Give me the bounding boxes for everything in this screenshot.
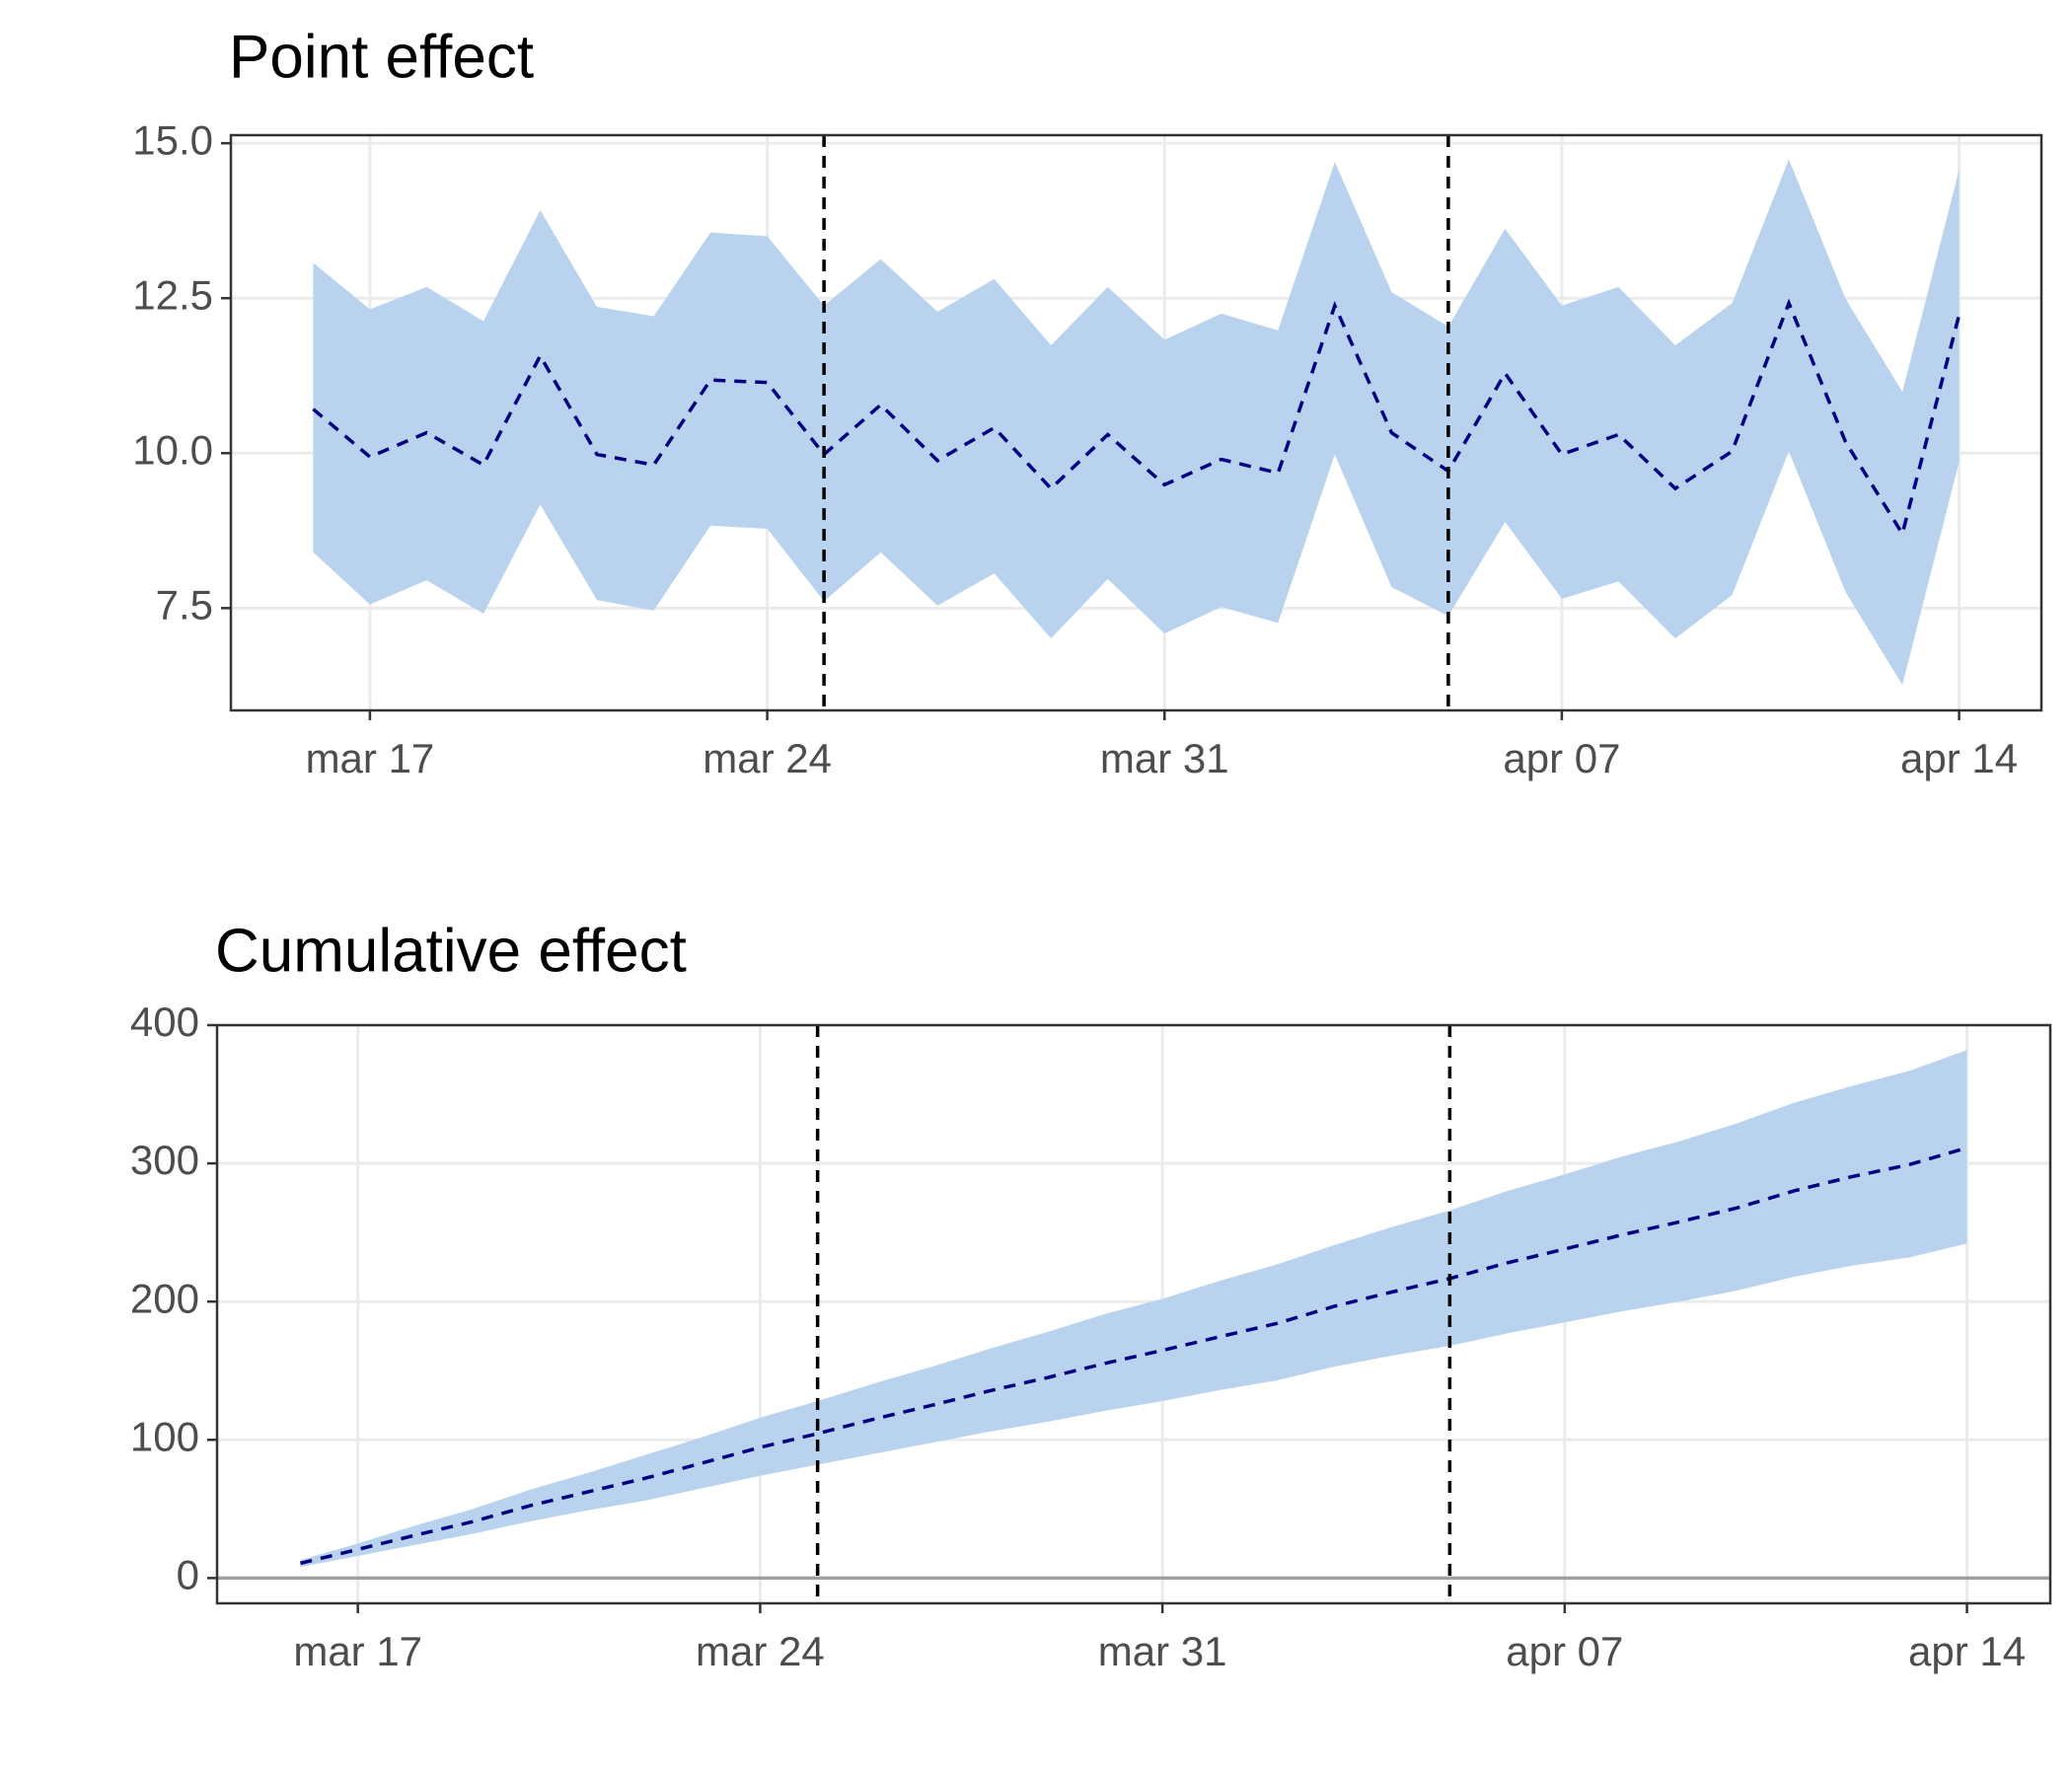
x-tick-label: apr 14 xyxy=(1900,735,2018,781)
x-tick-label: mar 24 xyxy=(696,1628,825,1674)
chart-title: Cumulative effect xyxy=(215,917,687,985)
y-tick-label: 100 xyxy=(130,1413,199,1459)
panel-border xyxy=(229,133,2043,712)
y-tick-label: 7.5 xyxy=(156,581,213,628)
interval-band xyxy=(300,1050,1967,1568)
panel-border xyxy=(215,1023,2052,1605)
y-tick-label: 300 xyxy=(130,1137,199,1183)
y-tick-label: 400 xyxy=(130,999,199,1045)
x-tick-label: mar 24 xyxy=(703,735,832,781)
y-tick-label: 200 xyxy=(130,1275,199,1321)
x-tick-label: mar 17 xyxy=(293,1628,422,1674)
y-tick-label: 12.5 xyxy=(132,271,213,318)
mean-line xyxy=(312,298,1961,539)
chart-title: Point effect xyxy=(229,23,534,91)
x-tick-label: apr 07 xyxy=(1506,1628,1623,1674)
y-tick-label: 15.0 xyxy=(132,116,213,163)
interval-band xyxy=(313,159,1960,686)
y-tick-label: 10.0 xyxy=(132,426,213,473)
x-tick-label: mar 31 xyxy=(1098,1628,1227,1674)
x-tick-label: mar 17 xyxy=(306,735,435,781)
x-tick-label: mar 31 xyxy=(1100,735,1229,781)
mean-line xyxy=(300,1146,1968,1566)
y-tick-label: 0 xyxy=(177,1551,199,1597)
x-tick-label: apr 07 xyxy=(1503,735,1620,781)
x-tick-label: apr 14 xyxy=(1908,1628,2026,1674)
